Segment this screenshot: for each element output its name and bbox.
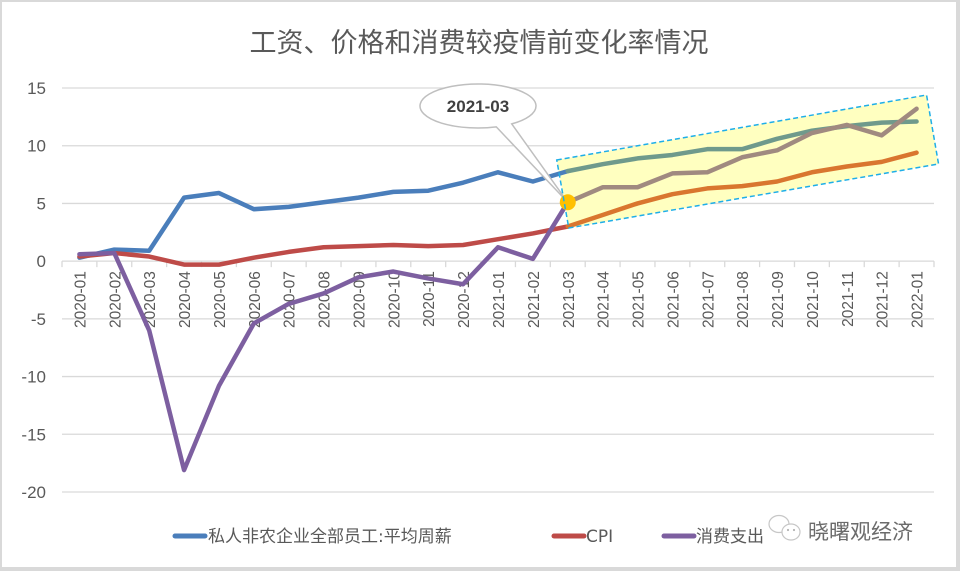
x-tick-label: 2020-08	[317, 271, 334, 328]
x-tick-label: 2020-11	[421, 271, 438, 327]
series-lines	[77, 106, 919, 473]
legend-label-wage: 私人非农企业全部员工:平均周薪	[208, 527, 452, 547]
x-tick-label: 2020-06	[247, 271, 264, 328]
x-tick-label: 2020-01	[72, 271, 89, 328]
legend-label-consumption: 消费支出	[696, 527, 764, 547]
x-tick-label: 2021-10	[805, 271, 822, 328]
series-line	[77, 168, 571, 260]
x-tick-label: 2021-03	[561, 271, 578, 328]
x-tick-label: 2020-03	[142, 271, 159, 328]
x-tick-label: 2021-12	[875, 271, 892, 328]
wechat-icon	[768, 514, 801, 541]
callout-bubble	[419, 83, 569, 203]
y-tick-label: 0	[37, 252, 46, 271]
callout-label: 2021-03	[447, 97, 509, 116]
x-tick-label: 2020-07	[282, 271, 299, 328]
legend-label-cpi: CPI	[586, 527, 613, 547]
gridlines	[62, 87, 934, 493]
legend: 私人非农企业全部员工:平均周薪 CPI 消费支出	[172, 527, 764, 547]
x-tick-label: 2020-09	[351, 271, 368, 328]
chart-title: 工资、价格和消费较疫情前变化率情况	[250, 28, 709, 59]
y-axis: 15 10 5 0 -5 -10 -15 -20	[21, 79, 46, 502]
y-tick-label: -15	[21, 425, 46, 444]
y-tick-label: 10	[27, 137, 46, 156]
x-tick-label: 2020-02	[107, 271, 124, 328]
x-tick-label: 2020-05	[212, 271, 229, 328]
x-tick-label: 2021-02	[526, 271, 543, 328]
x-axis: 2020-01 2020-02 2020-03 2020-04 2020-05 2020-…	[61, 261, 935, 328]
x-tick-label: 2022-01	[910, 271, 927, 328]
x-tick-label: 2021-01	[491, 271, 508, 328]
x-tick-label: 2021-08	[735, 271, 752, 328]
x-tick-label: 2021-07	[700, 271, 717, 328]
highlight-border	[555, 94, 940, 229]
x-tick-label: 2021-11	[840, 271, 857, 327]
watermark: 晓曙观经济	[768, 514, 913, 544]
x-tick-label: 2021-06	[665, 271, 682, 328]
watermark-text: 晓曙观经济	[808, 520, 913, 544]
y-tick-label: 5	[37, 194, 46, 213]
y-tick-label: -10	[21, 368, 46, 387]
y-tick-label: -20	[21, 483, 46, 502]
callout-annotation: 2021-03	[419, 83, 576, 211]
y-tick-label: -5	[31, 310, 46, 329]
y-tick-label: 15	[27, 79, 46, 98]
x-tick-label: 2021-05	[631, 271, 648, 328]
x-tick-label: 2021-04	[596, 271, 613, 328]
annotation-marker	[559, 194, 576, 211]
x-tick-label: 2020-10	[386, 271, 403, 328]
x-tick-label: 2020-04	[177, 271, 194, 328]
x-tick-label: 2021-09	[770, 271, 787, 328]
